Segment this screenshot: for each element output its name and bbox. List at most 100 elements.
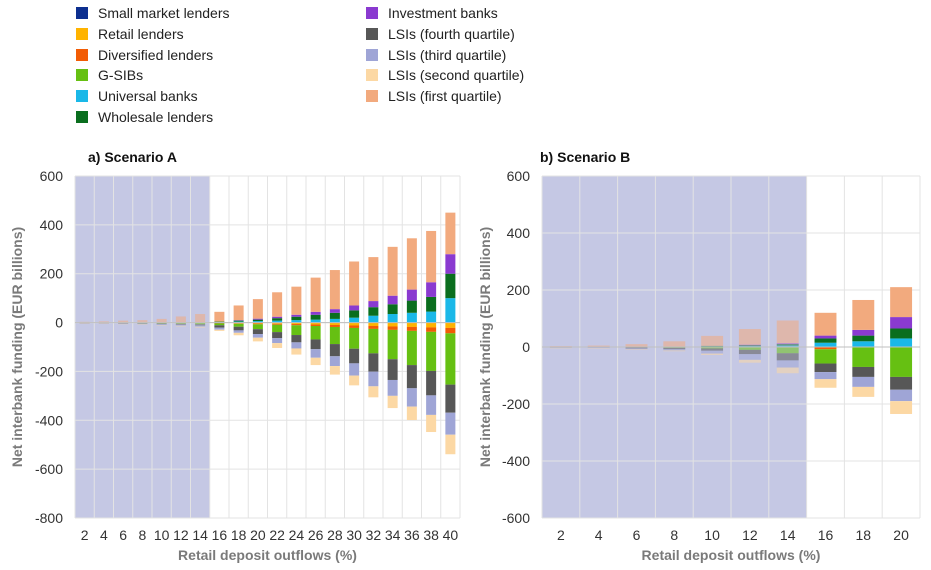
bar-segment bbox=[587, 348, 610, 349]
bar-segment bbox=[776, 367, 799, 374]
bar-segment bbox=[814, 312, 837, 336]
bar-segment bbox=[814, 335, 837, 339]
legend-label: Small market lenders bbox=[98, 5, 230, 21]
bar-segment bbox=[852, 299, 875, 330]
bar-segment bbox=[852, 366, 875, 377]
bar-segment bbox=[175, 316, 186, 323]
bar-segment bbox=[137, 323, 148, 324]
y-tick-label: -600 bbox=[502, 510, 530, 526]
bar-segment bbox=[291, 320, 302, 323]
bar-segment bbox=[663, 349, 686, 351]
bar-segment bbox=[776, 344, 799, 346]
x-tick-label: 38 bbox=[423, 527, 439, 543]
bar-segment bbox=[890, 328, 913, 339]
legend-swatch bbox=[76, 69, 88, 82]
bar-segment bbox=[814, 347, 837, 350]
bar-segment bbox=[368, 322, 379, 326]
bar-segment bbox=[445, 434, 456, 455]
bar-segment bbox=[329, 356, 340, 367]
shaded-region bbox=[75, 176, 210, 518]
bar-segment bbox=[175, 325, 186, 327]
y-tick-label: 0 bbox=[55, 315, 63, 331]
bar-segment bbox=[310, 319, 321, 323]
bar-segment bbox=[272, 324, 283, 333]
legend-swatch bbox=[76, 48, 88, 61]
x-axis-label: Retail deposit outflows (%) bbox=[178, 547, 357, 563]
y-tick-label: -200 bbox=[35, 363, 63, 379]
bar-segment bbox=[445, 384, 456, 413]
bar-segment bbox=[310, 339, 321, 350]
bar-segment bbox=[445, 412, 456, 435]
bar-segment bbox=[625, 349, 648, 350]
bar-segment bbox=[426, 230, 437, 283]
bar-segment bbox=[272, 343, 283, 348]
legend-item: LSIs (third quartile) bbox=[366, 46, 506, 64]
legend-swatch bbox=[366, 90, 378, 103]
x-tick-label: 34 bbox=[385, 527, 401, 543]
legend-label: LSIs (third quartile) bbox=[388, 46, 507, 63]
bar-segment bbox=[329, 366, 340, 375]
bar-segment bbox=[291, 324, 302, 326]
bar-segment bbox=[118, 320, 129, 323]
legend-label: Wholesale lenders bbox=[98, 109, 214, 125]
bar-segment bbox=[625, 344, 648, 347]
bar-segment bbox=[310, 322, 321, 325]
bar-segment bbox=[233, 320, 244, 322]
x-tick-label: 32 bbox=[366, 527, 382, 543]
bar-segment bbox=[387, 359, 398, 380]
y-tick-label: 400 bbox=[507, 225, 531, 241]
bar-segment bbox=[387, 322, 398, 327]
bar-segment bbox=[349, 310, 360, 318]
bar-segment bbox=[426, 331, 437, 371]
x-tick-label: 2 bbox=[557, 527, 565, 543]
bar-segment bbox=[195, 326, 206, 328]
bar-segment bbox=[406, 300, 417, 313]
bar-segment bbox=[252, 323, 263, 325]
chart-title: a) Scenario A bbox=[88, 149, 177, 165]
bar-segment bbox=[291, 325, 302, 336]
bar-segment bbox=[426, 282, 437, 297]
bar-segment bbox=[406, 289, 417, 301]
bar-segment bbox=[776, 353, 799, 361]
bar-segment bbox=[175, 323, 186, 325]
bar-segment bbox=[426, 327, 437, 332]
bar-segment bbox=[738, 345, 761, 347]
bar-segment bbox=[349, 348, 360, 364]
bar-segment bbox=[368, 371, 379, 387]
bar-segment bbox=[233, 332, 244, 336]
bar-segment bbox=[426, 322, 437, 328]
bar-segment bbox=[387, 395, 398, 409]
bar-segment bbox=[776, 345, 799, 347]
y-tick-label: 200 bbox=[40, 266, 64, 282]
x-tick-label: 20 bbox=[250, 527, 266, 543]
bar-segment bbox=[445, 298, 456, 323]
bar-segment bbox=[368, 301, 379, 308]
legend-swatch bbox=[366, 48, 378, 61]
bar-segment bbox=[387, 304, 398, 315]
bar-segment bbox=[701, 350, 724, 354]
y-tick-label: 600 bbox=[507, 168, 531, 184]
legend-label: Retail lenders bbox=[98, 25, 184, 42]
bar-segment bbox=[852, 341, 875, 347]
bar-segment bbox=[852, 376, 875, 387]
bar-segment bbox=[406, 330, 417, 366]
bar-segment bbox=[272, 316, 283, 319]
bar-segment bbox=[625, 347, 648, 349]
bar-segment bbox=[272, 320, 283, 323]
chart-scenario-b: 600 400 200 0 -200 -400 -600 2 4 6 8 10 12 14 16 18 20 b)… bbox=[477, 149, 921, 563]
bar-segment bbox=[310, 324, 321, 326]
bar-segment bbox=[233, 305, 244, 321]
legend-item: Diversified lenders bbox=[76, 46, 213, 64]
bar-segment bbox=[310, 277, 321, 312]
legend-label: Universal banks bbox=[98, 88, 198, 105]
bar-segment bbox=[310, 349, 321, 358]
x-tick-label: 18 bbox=[856, 527, 872, 543]
y-axis-label: Net interbank funding (EUR billions) bbox=[477, 227, 493, 467]
x-tick-label: 12 bbox=[742, 527, 758, 543]
bar-segment bbox=[890, 317, 913, 329]
legend-item: Universal banks bbox=[76, 87, 198, 105]
legend-item: LSIs (second quartile) bbox=[366, 66, 524, 84]
bar-segment bbox=[890, 338, 913, 347]
legend: Small market lenders Retail lenders Divers… bbox=[76, 4, 596, 132]
bar-segment bbox=[137, 323, 148, 325]
